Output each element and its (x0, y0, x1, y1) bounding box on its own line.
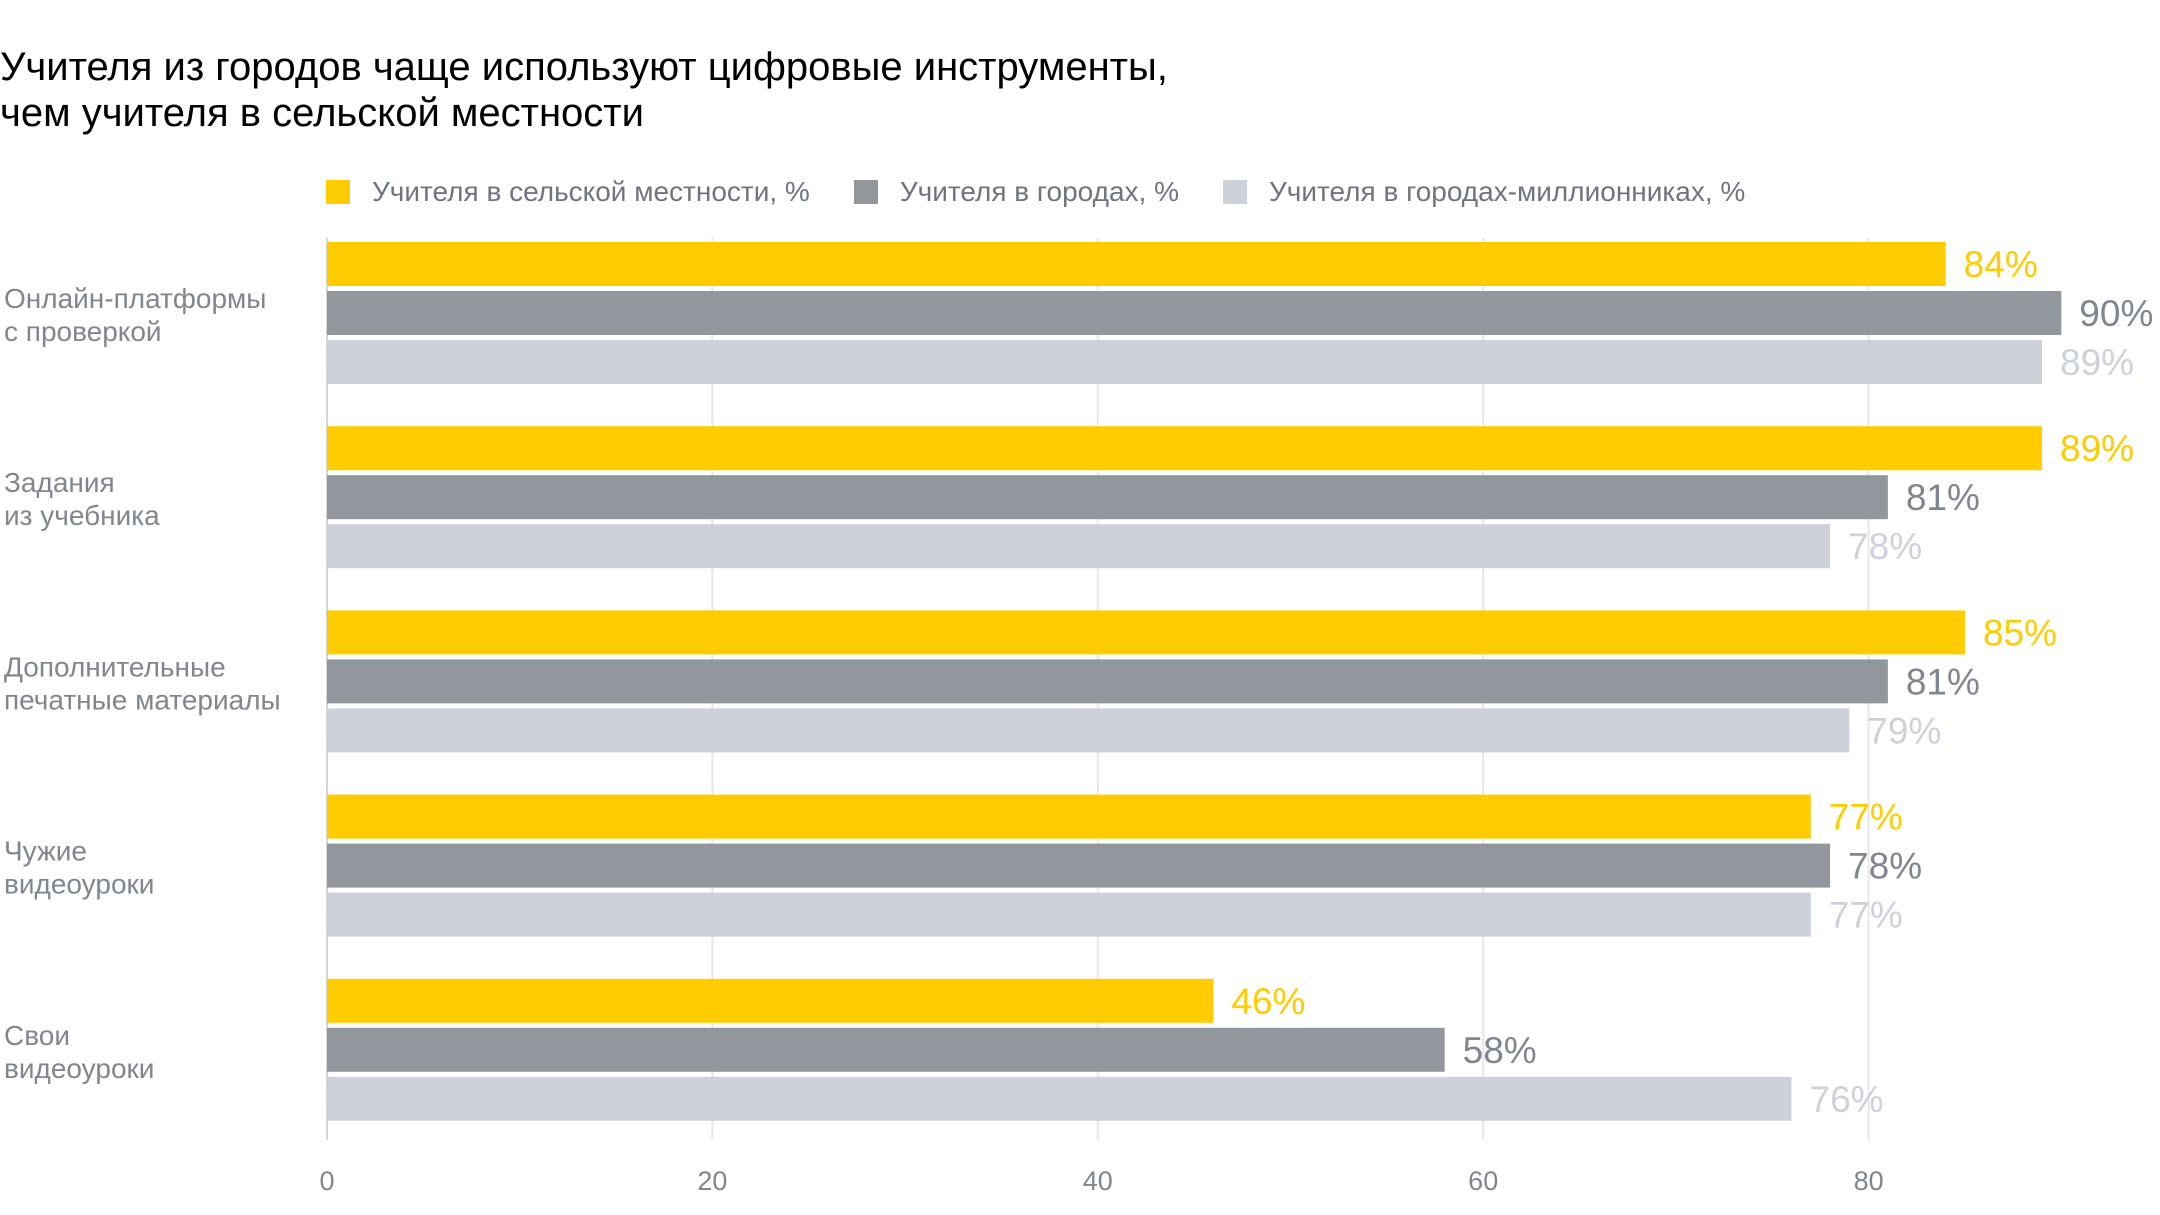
bar-cat2-series3 (327, 524, 1831, 569)
value-label-cat1-series1: 84% (1964, 244, 2038, 285)
bar-cat3-series2 (327, 659, 1888, 704)
category-label-2-line-1: Задания (4, 467, 115, 498)
chart-title: Учителя из городов чаще используют цифро… (0, 44, 1500, 136)
category-label-4-line-2: видеоуроки (4, 869, 154, 900)
legend-label-million-cities: Учителя в городах-миллионниках, % (1269, 176, 1746, 207)
chart-title-line-1: Учителя из городов чаще используют цифро… (0, 45, 1168, 89)
bar-cat3-series1 (327, 610, 1965, 655)
bar-cat4-series2 (327, 843, 1831, 888)
value-label-cat5-series2: 58% (1463, 1030, 1537, 1071)
x-tick-label-80: 80 (1854, 1166, 1884, 1196)
legend-label-cities: Учителя в городах, % (899, 176, 1179, 207)
value-label-cat5-series3: 76% (1810, 1079, 1884, 1120)
x-tick-label-60: 60 (1468, 1166, 1498, 1196)
category-label-5-line-1: Свои (4, 1020, 70, 1051)
category-label-1-line-1: Онлайн-платформы (4, 283, 266, 314)
category-label-2-line-2: из учебника (4, 500, 160, 531)
x-tick-label-20: 20 (697, 1166, 727, 1196)
bar-cat1-series3 (327, 340, 2043, 384)
bar-cat4-series1 (327, 794, 1811, 839)
bar-cat4-series3 (327, 892, 1811, 937)
x-tick-label-40: 40 (1083, 1166, 1113, 1196)
legend-label-rural: Учителя в сельской местности, % (372, 176, 810, 207)
legend-item-cities: Учителя в городах, % (853, 176, 1179, 208)
value-label-cat3-series2: 81% (1906, 661, 1980, 702)
value-label-cat5-series1: 46% (1231, 981, 1305, 1022)
legend-item-rural: Учителя в сельской местности, % (326, 176, 810, 208)
category-label-4-line-1: Чужие (4, 836, 87, 867)
bar-cat5-series2 (327, 1027, 1445, 1072)
category-label-3-line-1: Дополнительные (4, 651, 226, 682)
value-label-cat2-series3: 78% (1848, 526, 1922, 567)
value-label-cat4-series2: 78% (1848, 846, 1922, 887)
bar-cat1-series1 (327, 242, 1946, 286)
bar-cat5-series3 (327, 1076, 1792, 1121)
value-label-cat3-series1: 85% (1983, 612, 2057, 653)
legend-item-million-cities: Учителя в городах-миллионниках, % (1223, 176, 1745, 208)
category-label-5-line-2: видеоуроки (4, 1053, 154, 1084)
value-label-cat4-series3: 77% (1829, 895, 1903, 936)
bar-cat1-series2 (327, 291, 2062, 335)
chart-title-line-2: чем учителя в сельской местности (0, 91, 644, 135)
value-label-cat4-series1: 77% (1829, 797, 1903, 838)
legend-swatch-cities (853, 180, 878, 204)
value-label-cat1-series3: 89% (2060, 342, 2134, 383)
bar-cat3-series3 (327, 708, 1850, 753)
value-label-cat2-series1: 89% (2060, 428, 2134, 469)
bar-cat2-series1 (327, 426, 2043, 471)
bar-cat2-series2 (327, 475, 1888, 520)
category-label-1-line-2: с проверкой (4, 316, 162, 347)
value-label-cat3-series3: 79% (1867, 710, 1941, 751)
value-label-cat1-series2: 90% (2079, 293, 2153, 334)
category-label-3-line-2: печатные материалы (4, 684, 281, 715)
chart-legend: Учителя в сельской местности, % Учителя … (326, 172, 1789, 212)
legend-swatch-rural (326, 180, 350, 204)
legend-swatch-million-cities (1223, 180, 1247, 204)
value-label-cat2-series2: 81% (1906, 477, 1980, 518)
bar-cat5-series1 (327, 978, 1214, 1023)
x-tick-label-0: 0 (319, 1166, 334, 1196)
